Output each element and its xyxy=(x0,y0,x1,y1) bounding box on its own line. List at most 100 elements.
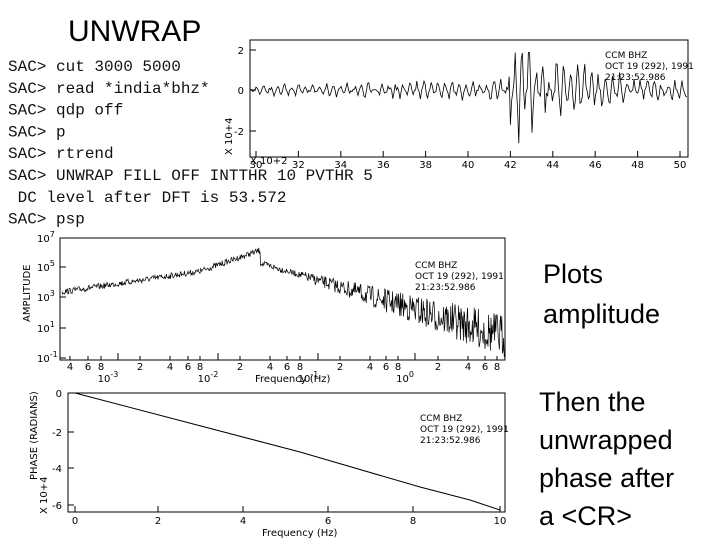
y-tick-label-base: 10 xyxy=(37,263,50,274)
x-decade-label-base: 10 xyxy=(396,374,409,385)
y-multiplier: X 10+4 xyxy=(39,477,50,515)
x-tick-label: 4 xyxy=(465,362,471,373)
terminal-line: SAC> cut 3000 5000 xyxy=(8,58,181,76)
x-decade-label-base: 10 xyxy=(298,374,311,385)
y-tick-label: 107 xyxy=(37,230,55,245)
x-tick-label: 50 xyxy=(674,160,687,171)
terminal-line: SAC> rtrend xyxy=(8,145,114,163)
x-tick-label: 10 xyxy=(494,516,507,527)
x-tick-label: 48 xyxy=(631,160,644,171)
y-tick-label-base: 10 xyxy=(37,293,50,304)
x-tick-label: 4 xyxy=(367,362,373,373)
x-tick-label: 8 xyxy=(410,516,416,527)
x-decade-label-base: 10 xyxy=(198,374,211,385)
x-tick-label: 2 xyxy=(435,362,441,373)
note-line: phase after xyxy=(539,463,674,493)
x-tick-label: 2 xyxy=(155,516,161,527)
x-tick-label: 30 xyxy=(250,160,263,171)
station-label: 21:23:52.986 xyxy=(415,283,476,293)
y-tick-label: -2 xyxy=(234,127,244,138)
x-tick-label: 8 xyxy=(395,362,401,373)
x-tick-label: 36 xyxy=(377,160,390,171)
x-tick-label: 8 xyxy=(494,362,500,373)
x-decade-label-exp: -3 xyxy=(110,370,118,379)
y-tick-label: -6 xyxy=(52,501,62,512)
y-tick-label-exp: 7 xyxy=(50,230,55,239)
x-decade-label-exp: 0 xyxy=(409,370,414,379)
terminal-line: SAC> psp xyxy=(8,211,85,229)
x-axis-label: Frequency (Hz) xyxy=(255,374,331,385)
note-line: Plots xyxy=(543,259,603,289)
amplitude-spectrum xyxy=(61,247,506,358)
y-tick-label: 2 xyxy=(238,46,244,57)
x-tick-label: 2 xyxy=(137,362,143,373)
x-tick-label: 4 xyxy=(240,516,246,527)
station-label: 21:23:52.986 xyxy=(605,73,666,83)
note-line: Then the xyxy=(539,387,646,417)
x-axis-label: Frequency (Hz) xyxy=(262,528,338,539)
note-line: unwrapped xyxy=(539,425,673,455)
station-label: OCT 19 (292), 1991 xyxy=(420,425,509,435)
x-tick-label: 6 xyxy=(185,362,191,373)
x-decade-label-exp: -1 xyxy=(310,370,318,379)
x-tick-label: 6 xyxy=(325,516,331,527)
x-multiplier: X 10+2 xyxy=(250,156,288,167)
y-tick-label-base: 10 xyxy=(37,324,50,335)
x-tick-label: 6 xyxy=(284,362,290,373)
terminal-line: SAC> qdp off xyxy=(8,102,123,120)
x-tick-label: 38 xyxy=(419,160,432,171)
terminal-line: SAC> p xyxy=(8,123,66,141)
x-decade-label: 10-1 xyxy=(298,370,319,385)
y-tick-label: 0 xyxy=(56,389,62,400)
x-tick-label: 6 xyxy=(482,362,488,373)
y-tick-label-exp: -1 xyxy=(50,350,58,359)
terminal-line: SAC> UNWRAP FILL OFF INTTHR 10 PVTHR 5 xyxy=(8,167,373,185)
x-tick-label: 8 xyxy=(98,362,104,373)
y-tick-label-base: 10 xyxy=(37,354,50,365)
y-axis-label: PHASE (RADIANS) xyxy=(29,391,40,480)
y-tick-label-exp: 3 xyxy=(50,289,55,298)
y-tick-label: 10-1 xyxy=(37,350,58,365)
y-tick-label: -2 xyxy=(52,428,62,439)
x-tick-label: 8 xyxy=(197,362,203,373)
x-tick-label: 32 xyxy=(292,160,305,171)
x-tick-label: 6 xyxy=(383,362,389,373)
x-tick-label: 2 xyxy=(237,362,243,373)
amplitude-frame xyxy=(59,237,506,361)
x-decade-label: 10-2 xyxy=(198,370,219,385)
y-tick-label: -4 xyxy=(52,464,62,475)
seismogram-frame xyxy=(249,39,689,158)
x-tick-label: 2 xyxy=(337,362,343,373)
y-tick-label: 105 xyxy=(37,259,55,274)
station-label: OCT 19 (292), 1991 xyxy=(605,62,694,72)
station-label: 21:23:52.986 xyxy=(420,436,481,446)
y-multiplier: X 10+4 xyxy=(224,118,235,156)
x-decade-label-exp: -2 xyxy=(210,370,218,379)
y-tick-label-exp: 1 xyxy=(50,320,55,329)
x-tick-label: 6 xyxy=(85,362,91,373)
x-tick-label: 44 xyxy=(546,160,559,171)
slide-title: UNWRAP xyxy=(68,15,201,48)
phase-curve xyxy=(74,392,501,511)
note-line: amplitude xyxy=(543,299,660,329)
x-tick-label: 42 xyxy=(504,160,517,171)
x-tick-label: 46 xyxy=(589,160,602,171)
x-tick-label: 4 xyxy=(267,362,273,373)
x-tick-label: 4 xyxy=(167,362,173,373)
terminal-line: SAC> read *india*bhz* xyxy=(8,80,210,98)
x-tick-label: 8 xyxy=(297,362,303,373)
note-line: a <CR> xyxy=(539,501,632,531)
y-tick-label: 103 xyxy=(37,289,55,304)
station-label: CCM BHZ xyxy=(605,51,647,61)
x-tick-label: 4 xyxy=(67,362,73,373)
y-axis-label: AMPLITUDE xyxy=(22,265,33,322)
station-label: CCM BHZ xyxy=(415,261,457,271)
seismogram-trace xyxy=(249,52,688,144)
station-label: CCM BHZ xyxy=(420,414,462,424)
station-label: OCT 19 (292), 1991 xyxy=(415,272,504,282)
y-tick-label-exp: 5 xyxy=(50,259,55,268)
y-tick-label: 101 xyxy=(37,320,55,335)
x-tick-label: 0 xyxy=(72,516,78,527)
x-decade-label: 100 xyxy=(396,370,414,385)
